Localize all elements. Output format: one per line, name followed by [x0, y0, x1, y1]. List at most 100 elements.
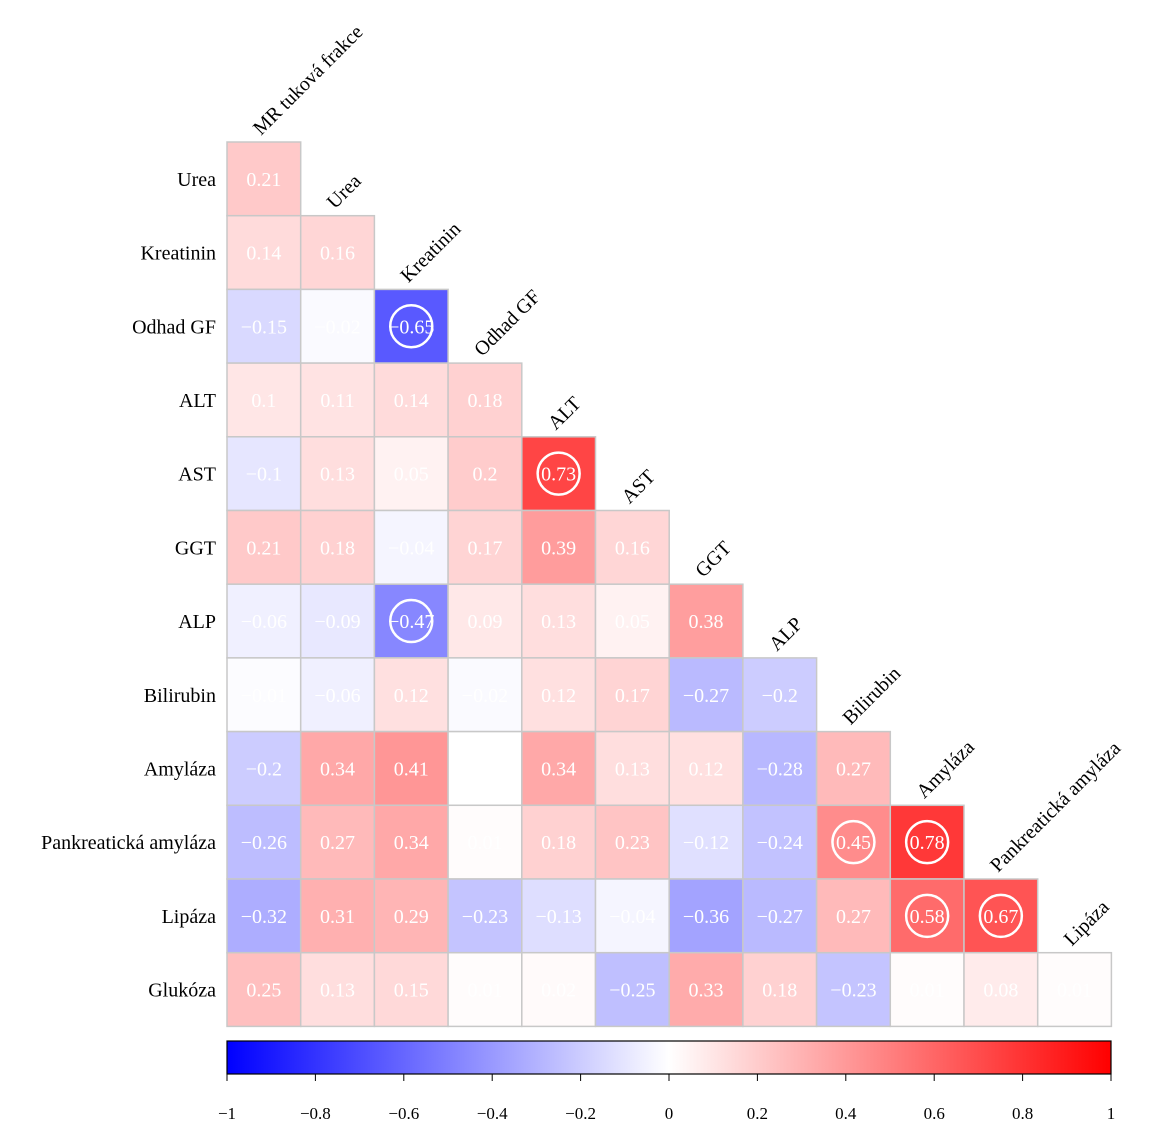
significance-circle — [904, 819, 950, 865]
heatmap-cell — [521, 583, 597, 659]
heatmap-cell — [226, 214, 302, 291]
cell-value-label: 0.1 — [251, 390, 276, 412]
cell-value-label: 0.45 — [836, 832, 871, 854]
heatmap-cell — [373, 288, 449, 364]
heatmap-cell — [373, 657, 449, 733]
cell-value-label: −0.36 — [683, 906, 729, 928]
cell-value-label: 0.17 — [615, 685, 650, 707]
heatmap-cell — [521, 436, 597, 512]
row-label-bilirubin: Bilirubin — [144, 685, 216, 707]
row-label-lipaza: Lipáza — [162, 906, 217, 928]
colorbar-tick-label: 0.4 — [835, 1104, 857, 1123]
cell-value-label: 0.13 — [320, 464, 355, 486]
cell-value-label: 0.29 — [394, 906, 429, 928]
cell-value-label: 0.31 — [320, 906, 355, 928]
cell-value-label: 0.01 — [1057, 980, 1092, 1002]
cell-value-label: 0.25 — [246, 980, 281, 1002]
cell-value-label: 0.23 — [615, 832, 650, 854]
heatmap-cell — [521, 951, 597, 1028]
heatmap-cell — [668, 951, 744, 1028]
cell-value-label: −0.04 — [388, 537, 434, 559]
cell-value-label: 0.41 — [394, 758, 429, 780]
row-label-urea: Urea — [177, 169, 216, 191]
heatmap-cell — [815, 804, 892, 880]
cell-value-label: −0.12 — [683, 832, 729, 854]
colorbar-tick-label: 0 — [665, 1104, 674, 1123]
cell-value-label: 0.12 — [689, 758, 724, 780]
colorbar-tick-label: −0.2 — [565, 1104, 596, 1123]
cell-value-label: 0.21 — [246, 537, 281, 559]
cell-value-label: 0.34 — [541, 758, 576, 780]
cell-value-label: −0.02 — [462, 685, 508, 707]
significance-circle — [904, 893, 950, 939]
heatmap-cell — [373, 509, 449, 585]
cell-value-label: 0.02 — [541, 980, 576, 1002]
cell-value-label: 0.13 — [541, 611, 576, 633]
cell-value-label: 0.16 — [615, 537, 650, 559]
column-label-kreatinin: Kreatinin — [396, 218, 465, 287]
colorbar-tick-label: 0.8 — [1012, 1104, 1033, 1123]
heatmap-cell — [226, 141, 302, 217]
colorbar-tick-label: 0.6 — [924, 1104, 945, 1123]
colorbar: −1 −0.8 −0.6 −0.4 −0.2 0 0.2 0.4 0.6 0.8 1 — [218, 1040, 1115, 1123]
cell-value-label: −0.28 — [757, 758, 803, 780]
cell-value-label: 0.27 — [320, 832, 355, 854]
row-label-alt: ALT — [179, 390, 216, 412]
heatmap-cell — [226, 804, 302, 880]
heatmap-cell — [373, 804, 449, 880]
heatmap-cell — [226, 878, 302, 954]
cell-value-label: 0.21 — [246, 169, 281, 191]
heatmap-cells: 0.21 0.14 0.16 −0.15 −0.02 −0.65 0.1 0.11 0.14 0.… — [226, 141, 1113, 1028]
heatmap-cell — [226, 730, 302, 807]
heatmap-cell — [521, 509, 597, 585]
cell-value-label: −0.06 — [241, 611, 287, 633]
colorbar-tick-label: −0.4 — [477, 1104, 508, 1123]
heatmap-cell — [226, 436, 302, 512]
cell-value-label: 0.12 — [394, 685, 429, 707]
cell-value-label: −0.02 — [314, 316, 360, 338]
column-label-ast: AST — [617, 466, 659, 508]
significance-circle — [978, 893, 1024, 939]
cell-value-label: 0.13 — [320, 980, 355, 1002]
cell-value-label: 0.12 — [541, 685, 576, 707]
column-label-ggt: GGT — [691, 537, 736, 582]
cell-value-label: −0.23 — [830, 980, 876, 1002]
cell-value-label: 0.34 — [394, 832, 429, 854]
significance-circle — [389, 304, 434, 349]
row-label-pankreaticka-amylaza: Pankreatická amyláza — [41, 832, 216, 854]
cell-value-label: 0.73 — [541, 464, 576, 486]
cell-value-label: 0.01 — [467, 980, 502, 1002]
heatmap-cell — [1036, 951, 1113, 1028]
heatmap-cell — [815, 951, 892, 1028]
heatmap-cell — [373, 878, 449, 954]
column-label-pankreaticka-amylaza: Pankreatická amyláza — [986, 737, 1125, 876]
cell-value-label: 0.05 — [615, 611, 650, 633]
cell-value-label: −0.01 — [241, 685, 287, 707]
row-label-amylaza: Amyláza — [144, 758, 216, 780]
heatmap-cell — [742, 878, 818, 954]
heatmap-cell — [521, 730, 597, 807]
column-label-alp: ALP — [765, 613, 807, 655]
cell-value-label: 0.14 — [246, 243, 281, 265]
cell-value-label: 0.08 — [983, 980, 1018, 1002]
cell-value-label: 0.18 — [320, 537, 355, 559]
cell-value-label: 0.33 — [689, 980, 724, 1002]
cell-value-label: −0.1 — [246, 464, 282, 486]
cell-value-label: 0.27 — [836, 906, 871, 928]
heatmap-cell — [594, 657, 670, 733]
row-label-alp: ALP — [178, 611, 216, 633]
column-label-amylaza: Amyláza — [912, 736, 979, 803]
cell-value-label: −0.06 — [314, 685, 360, 707]
heatmap-cell — [521, 878, 597, 954]
column-label-bilirubin: Bilirubin — [839, 663, 906, 730]
cell-value-label: −0.47 — [388, 611, 434, 633]
heatmap-cell — [668, 657, 744, 733]
row-label-ggt: GGT — [175, 537, 216, 559]
row-label-kreatinin: Kreatinin — [140, 243, 216, 265]
significance-circle — [389, 598, 434, 644]
colorbar-tick-label: −0.8 — [300, 1104, 331, 1123]
heatmap-cell — [447, 878, 523, 954]
heatmap-cell — [226, 657, 302, 733]
heatmap-cell — [373, 583, 449, 659]
cell-value-label: 0.13 — [615, 758, 650, 780]
